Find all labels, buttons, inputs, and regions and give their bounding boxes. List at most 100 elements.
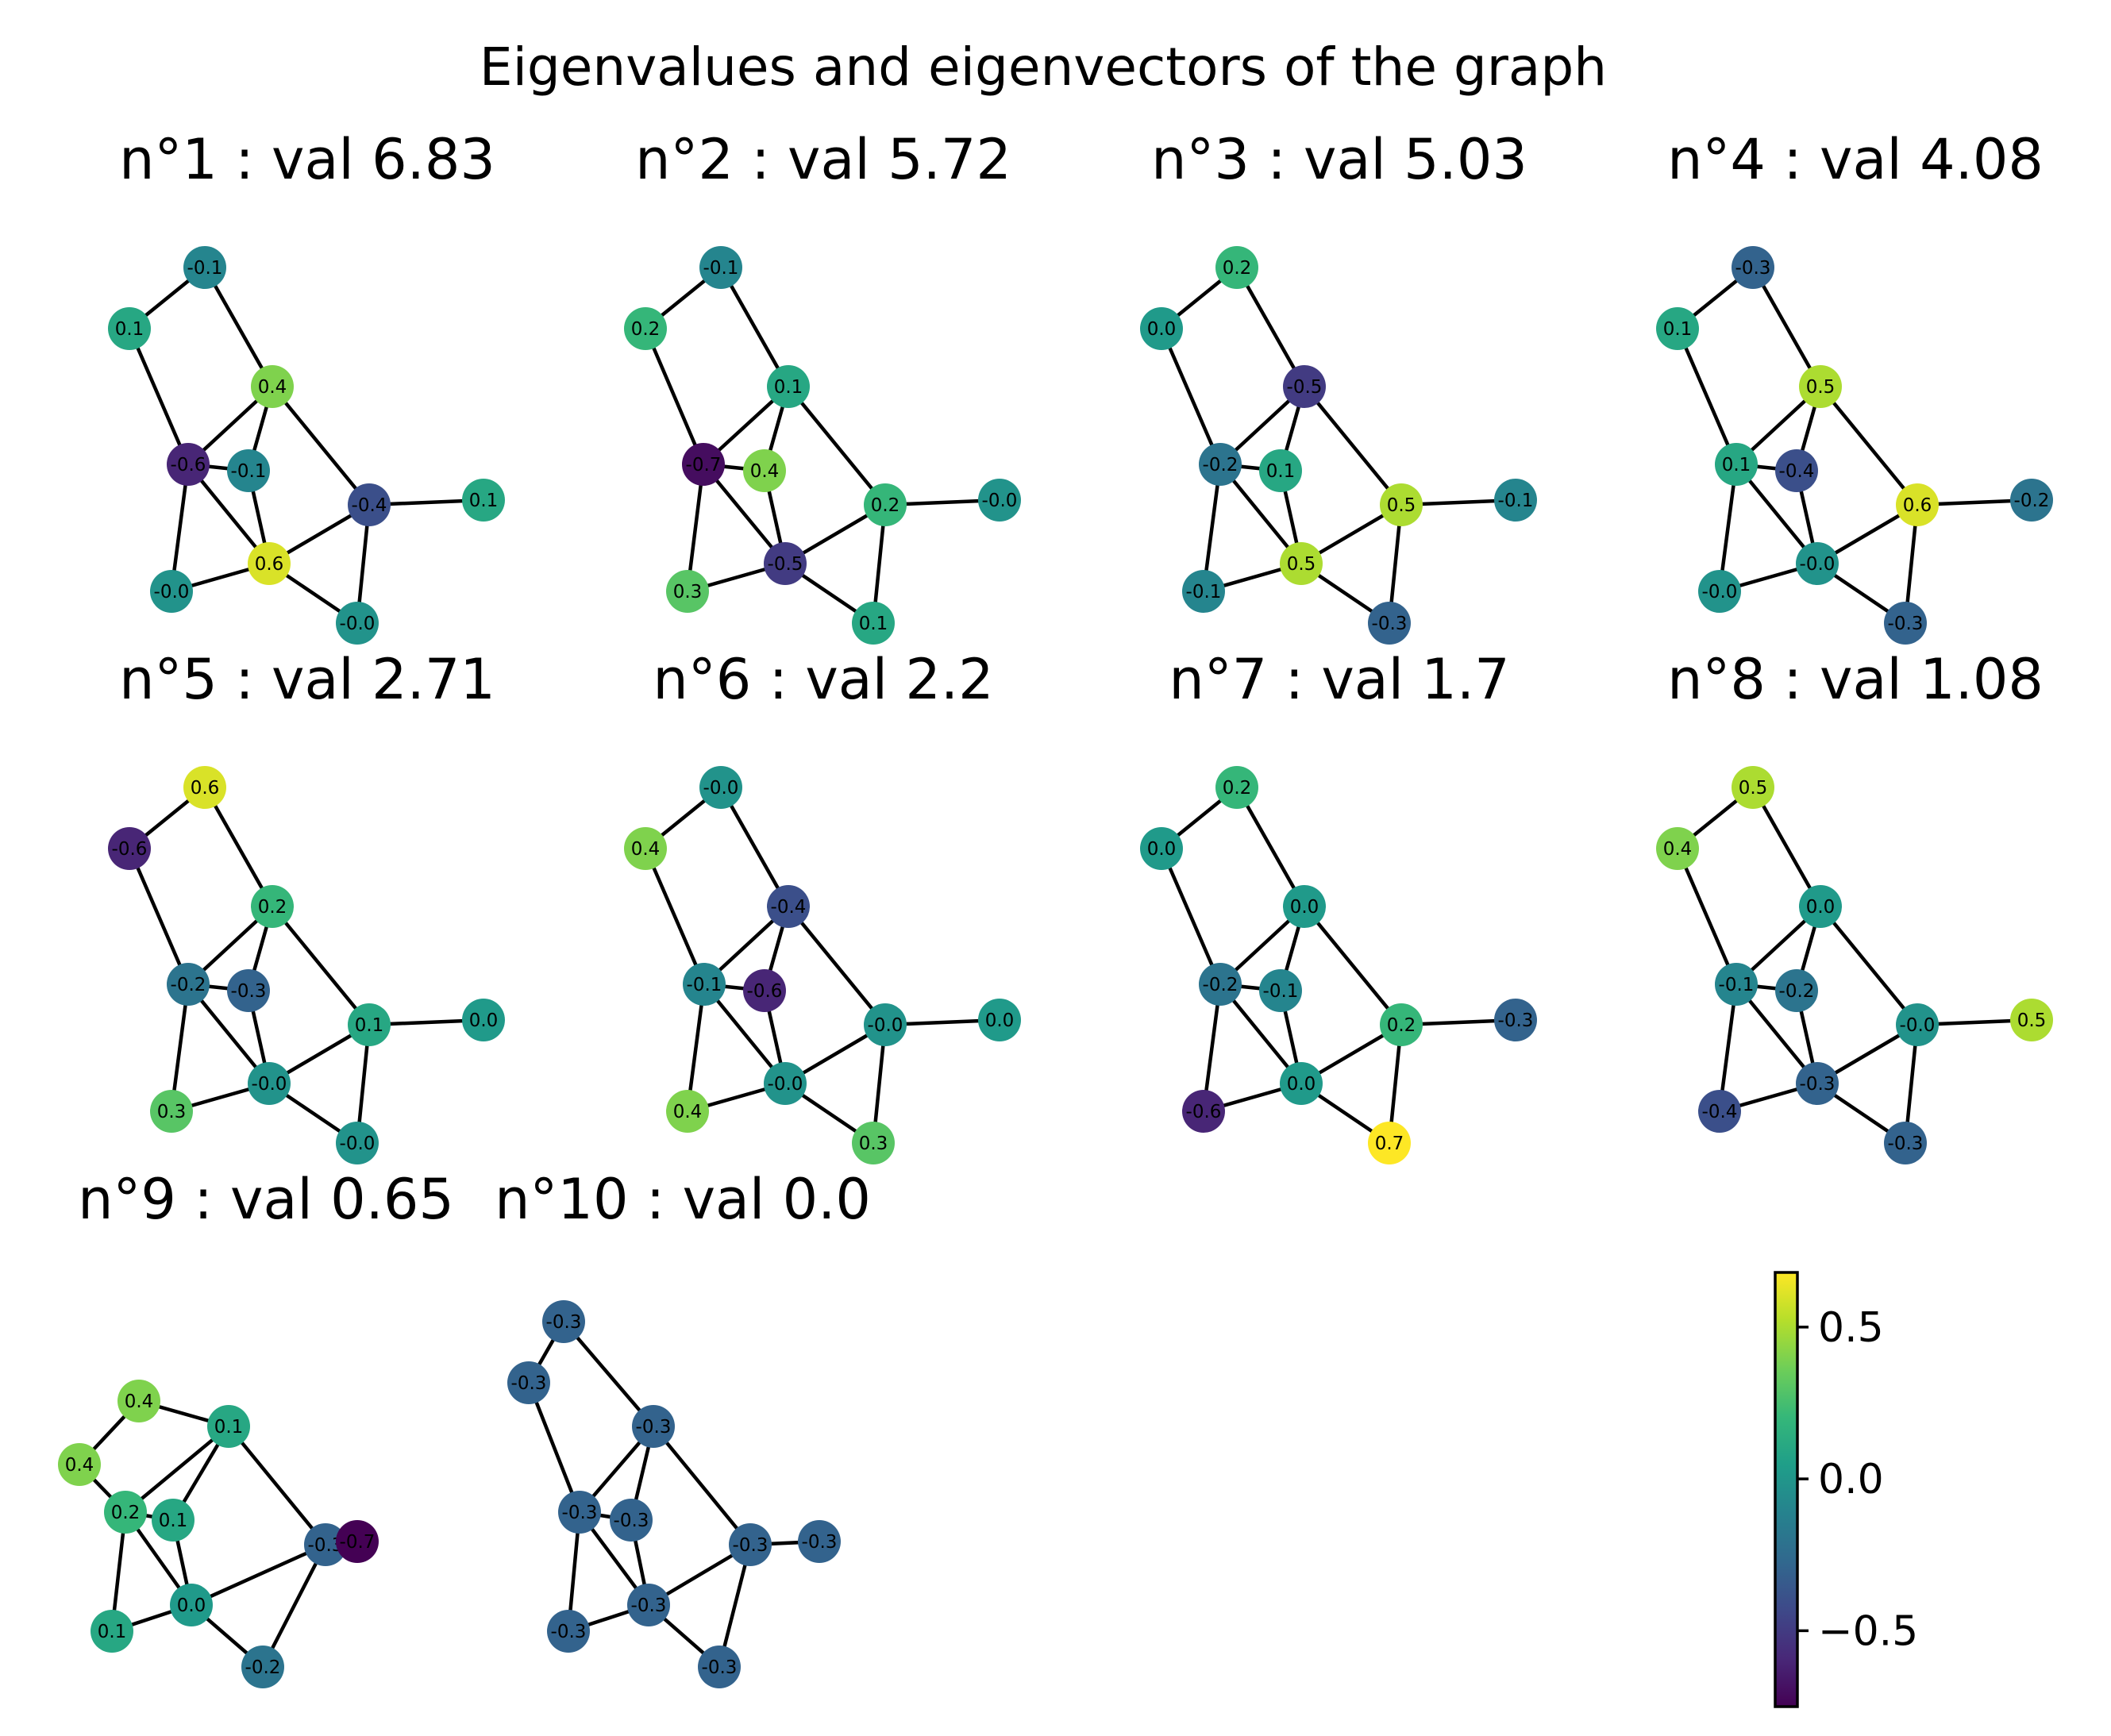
graph-node [1884,602,1927,645]
graph-node [666,570,709,613]
graph-node [767,885,810,928]
graph-edge [1303,385,1403,506]
graph-edge [1303,905,1403,1026]
node-value-label: 0.1 [214,1417,244,1438]
graph-node [1698,1090,1741,1133]
node-value-label: -0.3 [511,1373,547,1394]
graph-edge [1235,786,1306,908]
graph-node [1494,999,1537,1041]
graph-edge [787,385,887,506]
graph-node [241,1646,284,1688]
graph-panel: n°7 : val 1.7 0.2 0.0 0.0 -0.2 -0.1 0.2 -0.6 0.0… [1140,647,1537,1164]
node-value-label: -0.2 [171,975,206,995]
graph-panel: n°9 : val 0.650.40.40.10.2 0.1-0.30.10.0-… [58,1167,454,1688]
node-value-label: -0.4 [1779,461,1815,482]
node-value-label: 0.6 [1903,495,1932,516]
graph-node [1215,246,1258,289]
node-value-label: 0.0 [469,1010,499,1031]
node-value-label: -0.4 [352,495,387,516]
node-value-label: 0.1 [355,1015,384,1036]
node-value-label: -0.1 [703,258,739,279]
graph-node [167,963,210,1006]
graph-node [1732,246,1774,289]
graph-edge [652,1425,752,1546]
graph-node [864,1003,907,1046]
node-value-label: -0.0 [340,1134,376,1154]
graph-node [1182,1090,1225,1133]
graph-node [507,1361,550,1404]
node-value-label: 0.4 [125,1391,154,1412]
graph-edge [719,786,790,908]
graph-node [1799,885,1842,928]
graph-edge [1819,905,1919,1026]
graph-edge [643,328,706,465]
node-value-label: -0.0 [154,582,190,602]
graph-node [764,542,807,585]
node-value-label: 0.4 [750,461,780,482]
graph-node [1494,479,1537,522]
graph-node [1380,483,1423,526]
node-value-label: 0.5 [1387,495,1416,516]
graph-node [624,307,667,350]
graph-node [207,1405,250,1448]
graph-node [743,969,786,1012]
graph-node [1732,766,1774,809]
graph-node [1775,449,1818,492]
graph-node [227,449,270,492]
graph-node [1799,365,1842,408]
node-value-label: 0.2 [1387,1015,1416,1036]
graph-node [1715,963,1758,1006]
graph-node [547,1610,590,1653]
panel-title: n°7 : val 1.7 [1169,647,1509,712]
node-value-label: -0.3 [1498,1010,1534,1031]
colorbar-tick-label: 0.0 [1818,1456,1884,1503]
node-value-label: -0.3 [802,1532,838,1553]
graph-node [627,1584,670,1626]
node-value-label: -0.1 [687,975,722,995]
graph-node [348,1003,391,1046]
node-value-label: 0.7 [1375,1134,1404,1154]
node-value-label: -0.7 [340,1532,376,1553]
node-value-label: 0.5 [1287,554,1316,575]
node-value-label: -0.6 [112,839,148,860]
panel-title: n°9 : val 0.65 [78,1167,454,1232]
graph-node [150,1090,193,1133]
node-value-label: 0.0 [1287,1074,1316,1095]
node-value-label: 0.4 [631,839,661,860]
graph-node [1368,1122,1411,1164]
graph-node [1656,827,1699,870]
graph-node [1796,1062,1839,1105]
graph-edge [787,905,887,1026]
node-value-label: 0.3 [673,582,703,602]
node-value-label: -0.1 [187,258,223,279]
node-value-label: 0.0 [1147,839,1177,860]
node-value-label: -0.3 [551,1622,587,1642]
graph-node [167,443,210,486]
node-value-label: 0.6 [255,554,284,575]
graph-node [336,1122,379,1164]
node-value-label: -0.1 [1263,981,1299,1002]
graph-node [1215,766,1258,809]
graph-node [1380,1003,1423,1046]
node-value-label: 0.4 [258,377,287,398]
node-value-label: -0.4 [1702,1102,1738,1122]
node-value-label: 0.0 [1147,319,1177,340]
graph-node [108,307,151,350]
graph-panel: n°5 : val 2.71 0.6 -0.6 0.2 -0.2 -0.3 0.1 0.3 -0… [108,647,505,1164]
graph-node [624,827,667,870]
graph-edge [1819,385,1919,506]
node-value-label: 0.2 [258,897,287,918]
graph-node [117,1380,160,1422]
graph-edge [203,266,274,388]
graph-node [304,1523,347,1566]
graph-node [1656,307,1699,350]
graph-node [1259,449,1302,492]
node-value-label: 0.1 [859,614,888,634]
graph-node [1140,307,1183,350]
graph-node [227,969,270,1012]
graph-node [1884,1122,1927,1164]
graph-node [1775,969,1818,1012]
graph-node [666,1090,709,1133]
graph-node [1368,602,1411,645]
